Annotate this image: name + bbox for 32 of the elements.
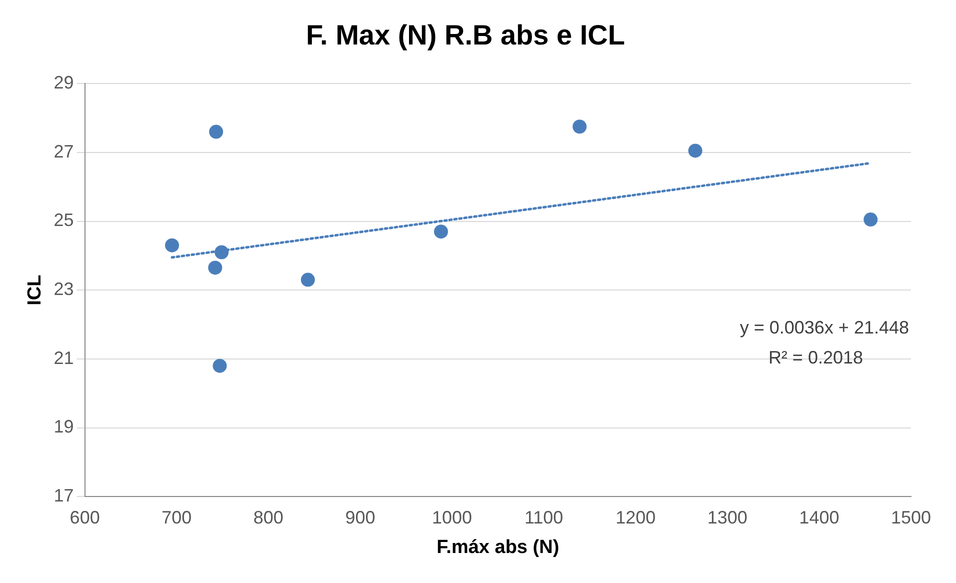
annotation: R² = 0.2018 xyxy=(768,348,863,368)
x-tick-label: 1100 xyxy=(524,507,564,528)
point xyxy=(208,260,222,275)
y-tick-label: 23 xyxy=(54,279,74,300)
point xyxy=(214,245,229,260)
point xyxy=(434,224,448,239)
y-tick-label: 17 xyxy=(54,486,74,506)
chart-title: F. Max (N) R.B abs e ICL xyxy=(306,20,625,51)
y-axis-title: ICL xyxy=(24,274,46,306)
y-tick-label: 19 xyxy=(54,416,74,437)
point xyxy=(209,124,224,139)
x-tick-label: 1500 xyxy=(890,507,932,528)
annotation: y = 0.0036x + 21.448 xyxy=(740,318,909,338)
x-axis-title: F.máx abs (N) xyxy=(436,536,560,558)
x-tick-label: 1300 xyxy=(707,507,748,528)
y-tick-label: 27 xyxy=(54,141,74,162)
y-tick-label: 21 xyxy=(54,348,74,368)
x-tick-label: 1200 xyxy=(616,507,656,528)
x-tick-label: 1400 xyxy=(799,507,840,528)
point xyxy=(864,212,878,227)
point xyxy=(165,238,180,252)
point xyxy=(572,120,587,134)
x-tick-label: 1000 xyxy=(432,507,472,528)
x-tick-label: 700 xyxy=(162,507,192,528)
point xyxy=(300,272,315,287)
y-tick-label: 25 xyxy=(54,210,74,230)
x-tick-label: 900 xyxy=(345,507,376,528)
point xyxy=(688,144,702,158)
x-tick-label: 800 xyxy=(253,507,284,528)
x-tick-label: 600 xyxy=(70,507,100,528)
y-tick-label: 29 xyxy=(54,72,74,93)
point xyxy=(212,358,227,373)
